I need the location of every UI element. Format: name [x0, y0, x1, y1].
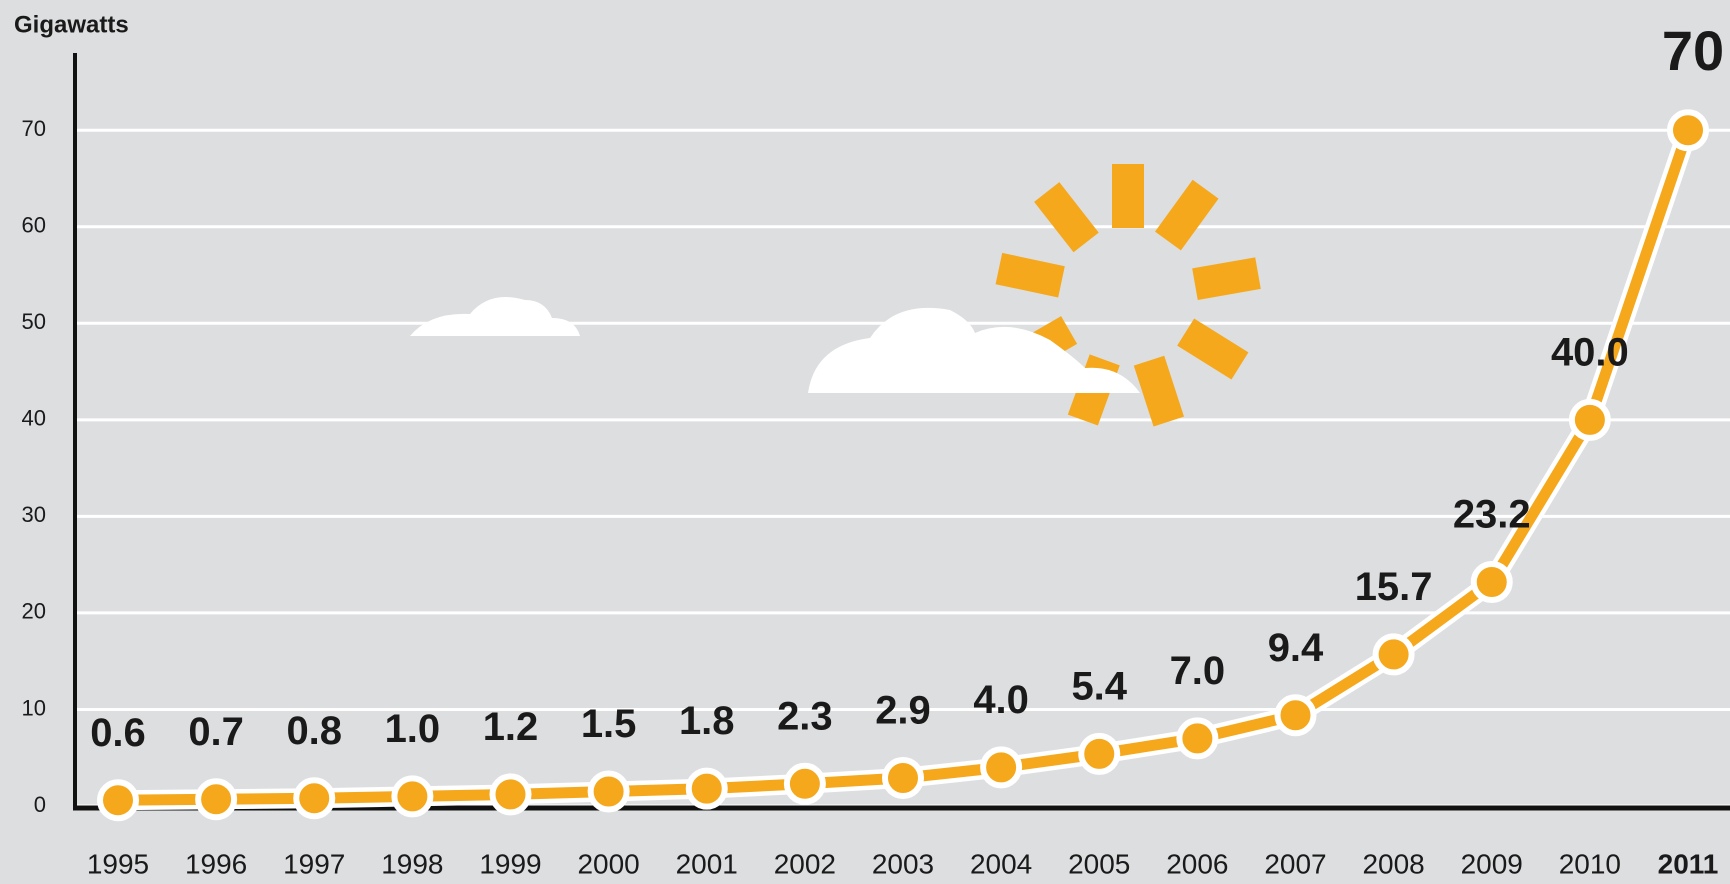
point — [1474, 564, 1510, 600]
data-label: 9.4 — [1268, 626, 1324, 670]
point — [1179, 720, 1215, 756]
point — [1081, 736, 1117, 772]
point — [493, 776, 529, 812]
data-label: 0.7 — [188, 710, 244, 754]
point — [100, 782, 136, 818]
y-tick-label: 60 — [22, 213, 46, 238]
chart: Gigawatts 0 10 20 30 40 50 60 70 1995 1996 1997 199… — [0, 0, 1730, 884]
x-tick-label: 2003 — [872, 848, 934, 879]
point — [1670, 112, 1706, 148]
point — [885, 760, 921, 796]
x-tick-label: 2009 — [1461, 848, 1523, 879]
x-tick-label: 2000 — [577, 848, 639, 879]
data-label: 15.7 — [1355, 565, 1433, 609]
data-label: 23.2 — [1453, 493, 1531, 537]
data-label: 1.0 — [385, 707, 441, 751]
data-label: 0.6 — [90, 711, 146, 755]
data-label: 70 — [1662, 19, 1724, 82]
point — [1376, 636, 1412, 672]
x-tick-label: 2008 — [1362, 848, 1424, 879]
point — [1278, 697, 1314, 733]
x-tick-label: 1996 — [185, 848, 247, 879]
point — [689, 771, 725, 807]
x-tick-label: 1995 — [87, 848, 149, 879]
data-label: 40.0 — [1551, 330, 1629, 374]
data-label: 1.5 — [581, 702, 637, 746]
data-label: 0.8 — [286, 709, 342, 753]
point — [198, 781, 234, 817]
x-tick-label: 2005 — [1068, 848, 1130, 879]
y-tick-label: 40 — [22, 406, 46, 431]
point — [1572, 402, 1608, 438]
y-axis-title: Gigawatts — [14, 11, 129, 38]
point — [983, 749, 1019, 785]
data-label: 5.4 — [1071, 664, 1127, 708]
data-label: 1.8 — [679, 699, 735, 743]
x-tick-label: 2002 — [774, 848, 836, 879]
data-label: 4.0 — [973, 678, 1029, 722]
data-label: 1.2 — [483, 705, 539, 749]
point — [787, 766, 823, 802]
y-tick-label: 20 — [22, 599, 46, 624]
x-tick-label: 2007 — [1264, 848, 1326, 879]
x-tick-label: 2004 — [970, 848, 1032, 879]
data-label: 2.3 — [777, 694, 833, 738]
y-tick-label: 30 — [22, 502, 46, 527]
point — [591, 774, 627, 810]
x-tick-label: 2006 — [1166, 848, 1228, 879]
point — [394, 778, 430, 814]
y-tick-label: 70 — [22, 116, 46, 141]
data-label: 7.0 — [1170, 649, 1226, 693]
data-label: 2.9 — [875, 689, 931, 733]
y-tick-label: 50 — [22, 309, 46, 334]
x-tick-label: 2010 — [1559, 848, 1621, 879]
background — [0, 0, 1730, 884]
x-tick-label: 1998 — [381, 848, 443, 879]
point — [296, 780, 332, 816]
sun-ray — [1112, 164, 1144, 228]
x-tick-label: 2011 — [1658, 848, 1719, 879]
x-tick-label: 2001 — [676, 848, 738, 879]
x-tick-label: 1999 — [479, 848, 541, 879]
y-tick-label: 0 — [34, 792, 46, 817]
y-tick-label: 10 — [22, 695, 46, 720]
x-tick-label: 1997 — [283, 848, 345, 879]
